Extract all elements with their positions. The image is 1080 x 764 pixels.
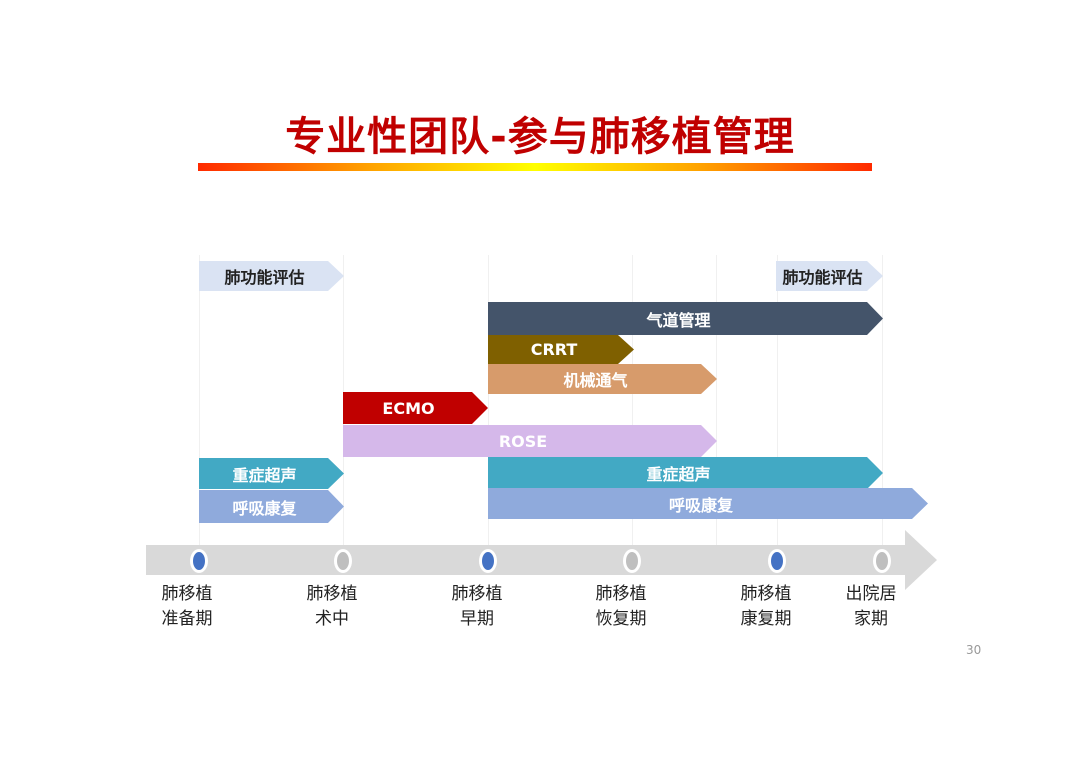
stage-dot	[190, 549, 208, 573]
bar-lung-function-post: 肺功能评估	[776, 261, 883, 291]
stage-label-line1: 出院居	[845, 584, 897, 604]
stage-label-line2: 准备期	[161, 609, 213, 629]
bar-airway-management: 气道管理	[488, 302, 883, 335]
bar-respiratory-rehab-post: 呼吸康复	[488, 488, 928, 519]
gridline	[632, 255, 633, 545]
bar-critical-ultrasound-post: 重症超声	[488, 457, 883, 489]
bar-label: ROSE	[498, 431, 548, 451]
stage-label: 出院居 家期	[821, 582, 921, 632]
stage-label-line2: 术中	[315, 609, 349, 629]
stage-label-line1: 肺移植	[740, 584, 792, 604]
stage-label-line2: 家期	[854, 609, 888, 629]
bar-crrt: CRRT	[488, 335, 634, 364]
bar-respiratory-rehab-pre: 呼吸康复	[199, 490, 344, 523]
bar-label: 机械通气	[563, 371, 628, 390]
stage-label: 肺移植 早期	[427, 582, 527, 632]
bar-label: 重症超声	[232, 465, 297, 485]
timeline-arrow	[146, 530, 937, 590]
stage-label: 肺移植 康复期	[716, 582, 816, 632]
stage-label-line1: 肺移植	[161, 584, 213, 604]
gridline	[199, 255, 200, 545]
stage-label-line2: 康复期	[740, 609, 792, 629]
bar-rose: ROSE	[343, 425, 717, 457]
bar-label: 呼吸康复	[232, 498, 297, 518]
stage-dot	[768, 549, 786, 573]
slide-title: 专业性团队-参与肺移植管理	[285, 114, 795, 160]
stage-label-line1: 肺移植	[451, 584, 503, 604]
bar-label: 肺功能评估	[224, 268, 305, 287]
bar-critical-ultrasound-pre: 重症超声	[199, 458, 344, 489]
stage-label-line1: 肺移植	[595, 584, 647, 604]
stage-label: 肺移植 准备期	[137, 582, 237, 632]
bar-label: 肺功能评估	[782, 268, 863, 287]
stage-dot	[334, 549, 352, 573]
gridline	[716, 255, 717, 545]
bar-label: 气道管理	[646, 310, 711, 330]
bar-label: CRRT	[530, 340, 578, 359]
page-number: 30	[966, 643, 982, 657]
stage-dot	[479, 549, 497, 573]
title-underline	[198, 163, 872, 171]
bar-ecmo: ECMO	[343, 392, 488, 424]
stage-label: 肺移植 术中	[282, 582, 382, 632]
gridline	[777, 255, 778, 545]
bar-label: ECMO	[382, 398, 435, 418]
gridline	[882, 255, 883, 545]
gridline	[488, 255, 489, 545]
stage-dot	[873, 549, 891, 573]
bar-mechanical-ventilation: 机械通气	[488, 364, 717, 394]
stage-label-line2: 恢复期	[595, 609, 647, 629]
stage-label: 肺移植 恢复期	[571, 582, 671, 632]
bar-lung-function-pre: 肺功能评估	[199, 261, 344, 291]
bar-label: 重症超声	[646, 465, 711, 484]
stage-dot	[623, 549, 641, 573]
bar-label: 呼吸康复	[668, 495, 733, 515]
stage-label-line1: 肺移植	[306, 584, 358, 604]
stage-label-line2: 早期	[460, 609, 494, 629]
